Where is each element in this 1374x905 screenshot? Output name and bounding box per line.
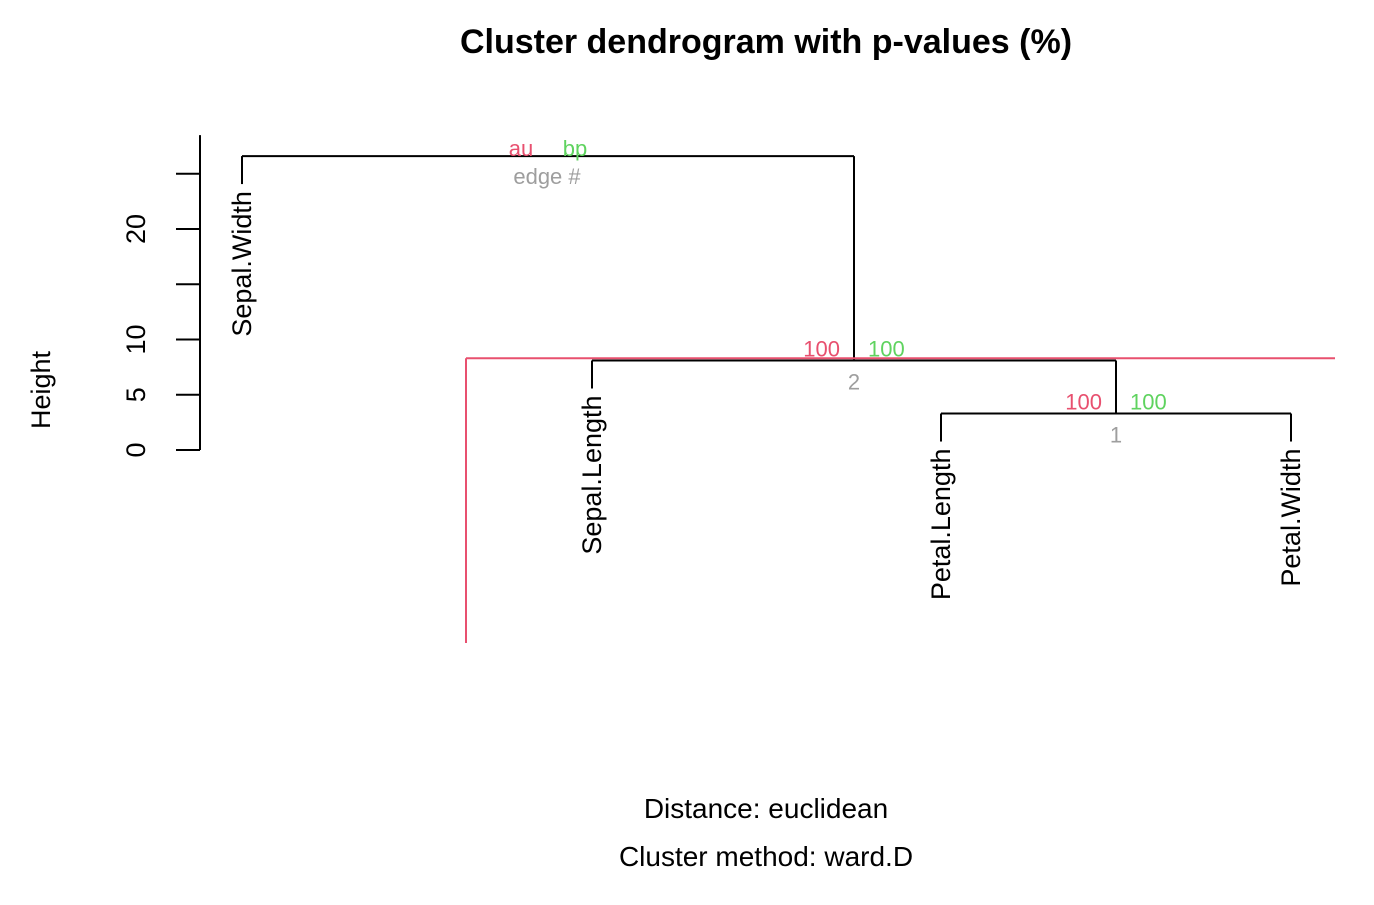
edge-number-2: 2: [848, 369, 860, 394]
y-tick-label-0: 0: [121, 442, 151, 457]
chart-title: Cluster dendrogram with p-values (%): [460, 23, 1072, 61]
y-axis: 0 5 10 20: [121, 135, 201, 458]
dendrogram-branches: [241, 155, 1335, 643]
y-tick-label-20: 20: [121, 214, 151, 244]
y-tick-label-5: 5: [121, 387, 151, 402]
pvalue-labels: 100 100 1 100 100 2: [803, 336, 1166, 447]
legend-au: au: [509, 136, 533, 161]
au-value-edge-2: 100: [803, 336, 840, 361]
bp-value-edge-1: 100: [1130, 390, 1167, 415]
bp-value-edge-2: 100: [868, 336, 905, 361]
leaf-label-sepal-length: Sepal.Length: [577, 395, 607, 554]
leaf-label-sepal-width: Sepal.Width: [227, 191, 257, 337]
leaf-label-petal-width: Petal.Width: [1276, 449, 1306, 587]
y-axis-label: Height: [26, 350, 56, 429]
leaf-labels: Sepal.Width Sepal.Length Petal.Length Petal…: [227, 191, 1306, 600]
legend-bp: bp: [563, 136, 587, 161]
au-value-edge-1: 100: [1065, 390, 1102, 415]
leaf-label-petal-length: Petal.Length: [926, 449, 956, 601]
subtitle-method: Cluster method: ward.D: [619, 841, 913, 872]
edge-number-1: 1: [1110, 423, 1122, 448]
y-tick-label-10: 10: [121, 324, 151, 354]
legend-edge: edge #: [513, 164, 581, 189]
subtitle-distance: Distance: euclidean: [644, 793, 888, 824]
